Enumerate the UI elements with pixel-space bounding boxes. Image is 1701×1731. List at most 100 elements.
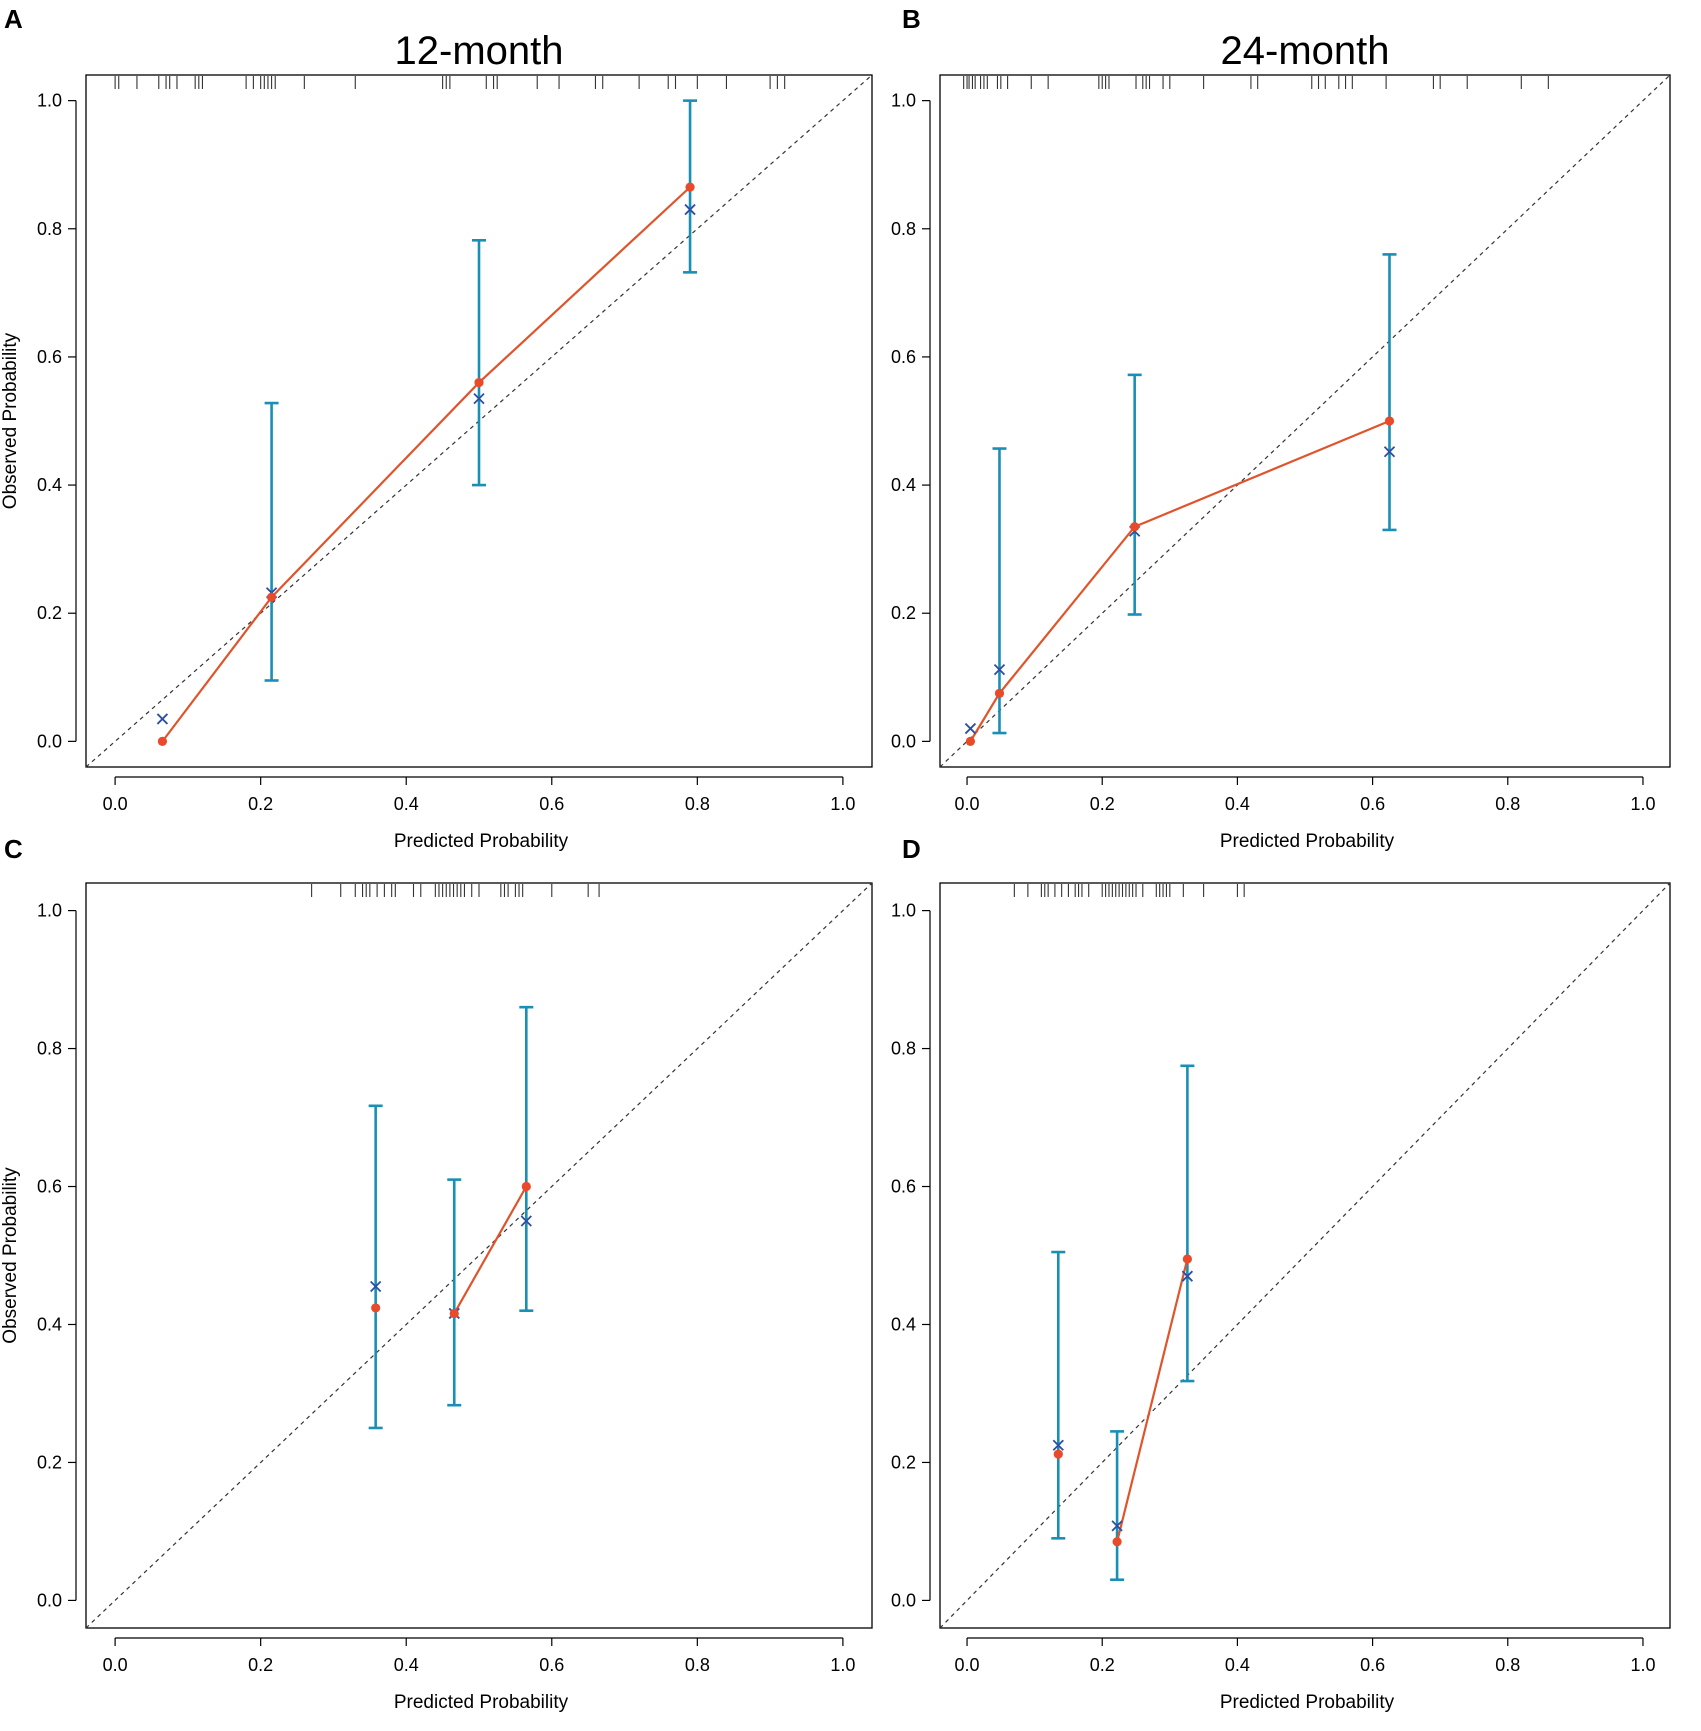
- x-tick-label: 1.0: [830, 794, 855, 814]
- panel-a: A 12-month 0.0 0.2 0.4 0.6 0.8 1.0 Predicted Pro…: [0, 4, 873, 852]
- error-bar: [992, 447, 1007, 735]
- y-tick-label: 0.8: [37, 1039, 62, 1059]
- x-cross-icon: [473, 392, 485, 405]
- bias-corrected-point: [156, 713, 169, 725]
- x-tick-label: 0.0: [955, 1655, 980, 1675]
- y-axis-label: Observed Probability: [0, 1167, 21, 1344]
- x-tick-label: 1.0: [1630, 794, 1655, 814]
- bias-corrected-point: [473, 392, 485, 405]
- x-tick-label: 0.6: [1360, 794, 1385, 814]
- y-tick-label: 0.4: [37, 1314, 62, 1334]
- error-bar: [1051, 1250, 1066, 1540]
- observed-point: [157, 736, 168, 746]
- observed-point: [1182, 1254, 1192, 1264]
- x-cross-icon: [993, 663, 1006, 676]
- observed-calibration-line: [1116, 1258, 1189, 1543]
- x-tick-label: 0.8: [1495, 794, 1520, 814]
- panel-title: 24-month: [1221, 29, 1390, 73]
- y-tick-label: 0.6: [891, 347, 916, 367]
- x-cross-icon: [1052, 1439, 1064, 1451]
- error-bar: [1127, 373, 1142, 616]
- observed-point: [521, 1181, 531, 1192]
- observed-point: [371, 1303, 381, 1313]
- x-cross-icon: [156, 713, 169, 725]
- x-cross-icon: [684, 203, 696, 216]
- x-tick-label: 0.0: [103, 1655, 128, 1675]
- panel-c: C 0.0 0.2 0.4 0.6 0.8 1.0 Predicted Probability…: [0, 834, 873, 1713]
- error-bar: [472, 239, 486, 487]
- x-cross-icon: [964, 722, 977, 735]
- y-tick-label: 0.2: [37, 603, 62, 623]
- observed-calibration-line: [453, 1185, 528, 1314]
- y-tick-label: 0.0: [891, 731, 916, 751]
- error-bar: [368, 1104, 383, 1430]
- bias-corrected-point: [1383, 446, 1396, 458]
- error-bar: [1382, 253, 1397, 532]
- observed-point: [1130, 522, 1140, 532]
- panel-letter: D: [902, 834, 921, 864]
- bias-corrected-point: [370, 1280, 382, 1293]
- y-tick-label: 0.0: [37, 1590, 62, 1610]
- y-tick-label: 0.0: [891, 1590, 916, 1610]
- y-tick-label: 0.2: [37, 1452, 62, 1472]
- x-tick-label: 0.4: [1225, 794, 1250, 814]
- x-tick-label: 0.8: [685, 794, 710, 814]
- observed-point: [449, 1308, 459, 1319]
- observed-point: [1384, 416, 1395, 426]
- y-tick-label: 0.8: [37, 219, 62, 239]
- observed-point: [266, 592, 277, 602]
- x-cross-icon: [1111, 1520, 1123, 1532]
- error-bar: [447, 1178, 462, 1407]
- error-bar: [1180, 1064, 1195, 1383]
- y-tick-label: 0.6: [891, 1177, 916, 1197]
- x-tick-label: 0.8: [685, 1655, 710, 1675]
- x-tick-label: 0.2: [248, 794, 273, 814]
- panel-title: 12-month: [395, 29, 564, 73]
- x-tick-label: 0.8: [1495, 1655, 1520, 1675]
- y-tick-label: 1.0: [891, 91, 916, 111]
- x-tick-label: 0.0: [955, 794, 980, 814]
- plot-frame: [85, 74, 873, 768]
- ideal-diagonal-line: [85, 882, 873, 1629]
- y-tick-label: 0.6: [37, 347, 62, 367]
- y-tick-label: 1.0: [37, 901, 62, 921]
- x-cross-icon: [520, 1215, 532, 1227]
- observed-calibration-line: [161, 186, 691, 743]
- observed-point: [1053, 1449, 1063, 1459]
- observed-point: [994, 688, 1005, 698]
- plot-frame: [85, 882, 873, 1629]
- bias-corrected-point: [684, 203, 696, 216]
- x-tick-label: 0.6: [539, 794, 564, 814]
- x-tick-label: 0.4: [394, 1655, 419, 1675]
- x-cross-icon: [370, 1280, 382, 1293]
- bias-corrected-point: [1111, 1520, 1123, 1532]
- plot-frame: [939, 74, 1671, 768]
- bias-corrected-point: [1181, 1270, 1194, 1282]
- bias-corrected-point: [993, 663, 1006, 676]
- bias-corrected-point: [520, 1215, 532, 1227]
- bias-corrected-point: [1052, 1439, 1064, 1451]
- x-cross-icon: [1383, 446, 1396, 458]
- observed-point: [685, 182, 695, 192]
- x-axis-label: Predicted Probability: [1220, 831, 1395, 852]
- panel-letter: A: [4, 4, 23, 34]
- y-tick-label: 0.6: [37, 1177, 62, 1197]
- observed-calibration-line: [969, 419, 1390, 742]
- y-tick-label: 0.4: [37, 475, 62, 495]
- y-tick-label: 0.8: [891, 1039, 916, 1059]
- observed-point: [1112, 1537, 1122, 1547]
- panel-d: D 0.0 0.2 0.4 0.6 0.8 1.0 Predicted Probability…: [891, 834, 1671, 1713]
- x-tick-label: 0.4: [394, 794, 419, 814]
- y-tick-label: 0.2: [891, 1452, 916, 1472]
- error-bar: [1110, 1430, 1125, 1582]
- x-tick-label: 0.2: [248, 1655, 273, 1675]
- error-bar: [519, 1005, 534, 1312]
- panel-b: B 24-month 0.0 0.2 0.4 0.6 0.8 1.0 Predicted Pro…: [891, 4, 1671, 852]
- x-axis-label: Predicted Probability: [1220, 1692, 1395, 1713]
- y-tick-label: 0.8: [891, 219, 916, 239]
- y-tick-label: 1.0: [891, 901, 916, 921]
- x-tick-label: 0.6: [539, 1655, 564, 1675]
- x-tick-label: 1.0: [1630, 1655, 1655, 1675]
- y-tick-label: 1.0: [37, 91, 62, 111]
- x-axis-label: Predicted Probability: [394, 1692, 569, 1713]
